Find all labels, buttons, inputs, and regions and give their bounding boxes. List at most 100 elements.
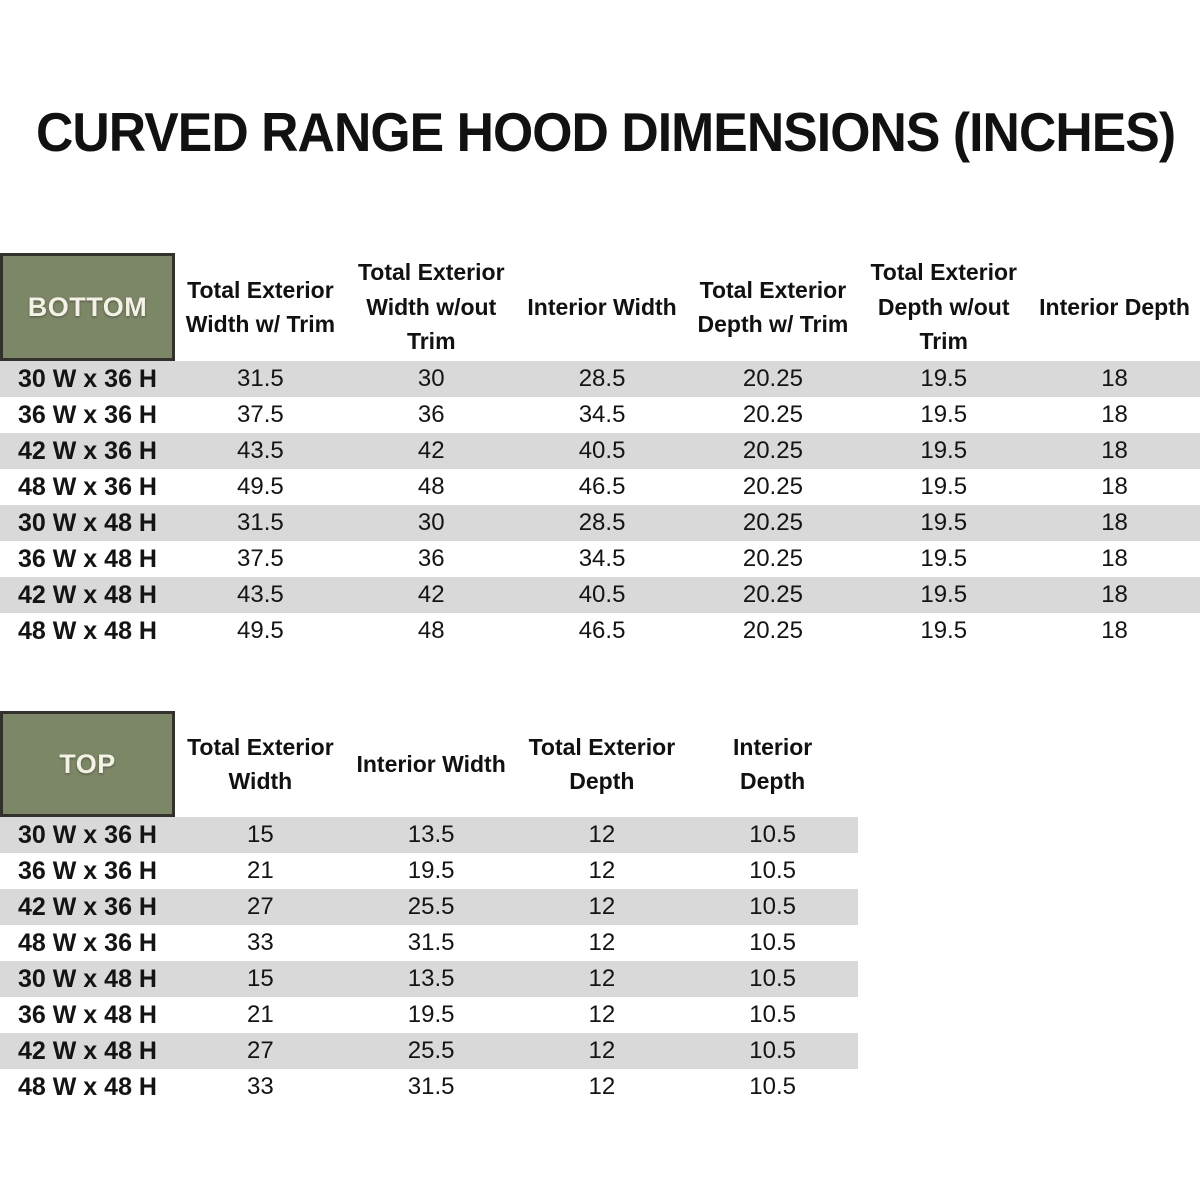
row-size-label: 48 W x 36 H: [18, 928, 157, 957]
dimension-value: 19.5: [407, 857, 455, 884]
table-row: 42 W x 48 H 27 25.5 12 10.5: [0, 1033, 858, 1069]
row-size-label: 30 W x 48 H: [18, 508, 157, 537]
dimension-value: 13.5: [407, 821, 455, 848]
column-header: Interior Width: [356, 750, 506, 777]
column-header: Total Exterior Depth w/out Trim: [870, 259, 1017, 355]
bottom-dimensions-table: BOTTOM Total Exterior Width w/ Trim Tota…: [0, 253, 1200, 649]
dimension-value: 37.5: [237, 545, 284, 572]
dimension-value: 12: [588, 1001, 616, 1028]
dimension-value: 10.5: [749, 1073, 796, 1100]
column-header: Interior Depth: [1039, 293, 1190, 320]
row-size-label: 42 W x 48 H: [18, 580, 157, 609]
dimension-value: 20.25: [742, 401, 803, 428]
page-title: CURVED RANGE HOOD DIMENSIONS (INCHES): [36, 101, 1176, 163]
bottom-table-header-row: BOTTOM Total Exterior Width w/ Trim Tota…: [0, 253, 1200, 361]
dimension-value: 30: [417, 509, 445, 536]
dimension-value: 15: [247, 821, 274, 848]
dimension-value: 10.5: [749, 893, 796, 920]
dimension-value: 40.5: [578, 437, 626, 464]
dimension-value: 12: [588, 1073, 616, 1100]
dimension-value: 12: [588, 821, 616, 848]
dimension-value: 33: [247, 1073, 274, 1100]
dimension-value: 34.5: [578, 401, 626, 428]
dimension-value: 12: [588, 965, 616, 992]
column-header: Total Exterior Width w/ Trim: [185, 276, 336, 338]
dimension-value: 18: [1101, 581, 1128, 608]
table-row: 42 W x 48 H 43.5 42 40.5 20.25 19.5 18: [0, 577, 1200, 613]
dimension-value: 18: [1101, 365, 1128, 392]
dimension-value: 36: [417, 401, 445, 428]
dimension-value: 19.5: [920, 581, 968, 608]
dimension-value: 12: [588, 929, 616, 956]
dimension-value: 20.25: [742, 545, 803, 572]
column-header: Total Exterior Depth: [528, 733, 676, 795]
column-header: Total Exterior Width: [187, 733, 334, 795]
column-header: Interior Depth: [733, 733, 813, 795]
dimension-value: 31.5: [407, 1073, 455, 1100]
table-row: 30 W x 48 H 15 13.5 12 10.5: [0, 961, 858, 997]
dimension-value: 20.25: [742, 365, 803, 392]
dimension-value: 49.5: [237, 617, 284, 644]
table-row: 30 W x 36 H 15 13.5 12 10.5: [0, 817, 858, 853]
table-row: 42 W x 36 H 43.5 42 40.5 20.25 19.5 18: [0, 433, 1200, 469]
row-size-label: 36 W x 48 H: [18, 1000, 157, 1029]
table-row: 30 W x 36 H 31.5 30 28.5 20.25 19.5 18: [0, 361, 1200, 397]
dimension-value: 19.5: [920, 509, 968, 536]
dimension-value: 19.5: [407, 1001, 455, 1028]
row-size-label: 42 W x 36 H: [18, 892, 157, 921]
dimension-value: 19.5: [920, 437, 968, 464]
dimension-value: 37.5: [237, 401, 284, 428]
dimension-value: 36: [417, 545, 445, 572]
dimension-value: 31.5: [237, 509, 284, 536]
row-size-label: 30 W x 36 H: [18, 820, 157, 849]
dimension-value: 10.5: [749, 821, 796, 848]
table-row: 48 W x 48 H 49.5 48 46.5 20.25 19.5 18: [0, 613, 1200, 649]
dimension-value: 10.5: [749, 857, 796, 884]
row-size-label: 30 W x 48 H: [18, 964, 157, 993]
table-row: 36 W x 48 H 37.5 36 34.5 20.25 19.5 18: [0, 541, 1200, 577]
bottom-table-label: BOTTOM: [0, 253, 175, 361]
dimension-value: 18: [1101, 437, 1128, 464]
dimension-value: 21: [247, 1001, 274, 1028]
dimension-value: 15: [247, 965, 274, 992]
dimension-value: 18: [1101, 617, 1128, 644]
table-row: 42 W x 36 H 27 25.5 12 10.5: [0, 889, 858, 925]
dimension-value: 18: [1101, 545, 1128, 572]
dimension-value: 12: [588, 893, 616, 920]
row-size-label: 30 W x 36 H: [18, 364, 157, 393]
dimension-value: 30: [417, 365, 445, 392]
dimension-value: 19.5: [920, 473, 968, 500]
dimension-value: 25.5: [407, 1037, 455, 1064]
dimension-value: 34.5: [578, 545, 626, 572]
dimension-value: 21: [247, 857, 274, 884]
dimension-value: 20.25: [742, 581, 803, 608]
dimension-value: 46.5: [578, 473, 626, 500]
dimension-value: 28.5: [578, 365, 626, 392]
dimension-value: 42: [417, 581, 445, 608]
column-header: Total Exterior Width w/out Trim: [357, 259, 505, 355]
row-size-label: 36 W x 48 H: [18, 544, 157, 573]
dimension-value: 18: [1101, 509, 1128, 536]
table-row: 36 W x 36 H 21 19.5 12 10.5: [0, 853, 858, 889]
table-row: 48 W x 48 H 33 31.5 12 10.5: [0, 1069, 858, 1105]
row-size-label: 48 W x 48 H: [18, 616, 157, 645]
table-row: 36 W x 36 H 37.5 36 34.5 20.25 19.5 18: [0, 397, 1200, 433]
dimension-value: 42: [417, 437, 445, 464]
top-dimensions-table: TOP Total Exterior Width Interior Width …: [0, 711, 858, 1105]
table-row: 36 W x 48 H 21 19.5 12 10.5: [0, 997, 858, 1033]
dimension-value: 19.5: [920, 365, 968, 392]
dimension-value: 19.5: [920, 401, 968, 428]
dimension-value: 49.5: [237, 473, 284, 500]
row-size-label: 48 W x 36 H: [18, 472, 157, 501]
column-header: Total Exterior Depth w/ Trim: [697, 276, 849, 338]
dimension-value: 10.5: [749, 1001, 796, 1028]
dimension-value: 48: [417, 617, 445, 644]
dimension-value: 19.5: [920, 617, 968, 644]
dimension-value: 20.25: [742, 617, 803, 644]
dimension-value: 31.5: [237, 365, 284, 392]
dimension-value: 12: [588, 857, 616, 884]
dimension-value: 33: [247, 929, 274, 956]
dimension-value: 10.5: [749, 1037, 796, 1064]
table-row: 48 W x 36 H 33 31.5 12 10.5: [0, 925, 858, 961]
table-row: 48 W x 36 H 49.5 48 46.5 20.25 19.5 18: [0, 469, 1200, 505]
